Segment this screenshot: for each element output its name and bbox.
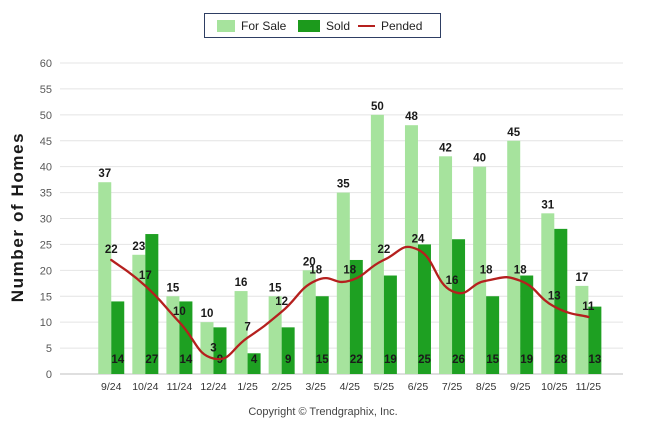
svg-text:3/25: 3/25 [306, 381, 327, 393]
svg-text:2/25: 2/25 [271, 381, 292, 393]
svg-text:26: 26 [452, 354, 465, 366]
svg-text:13: 13 [588, 354, 601, 366]
svg-text:19: 19 [520, 354, 533, 366]
svg-text:10/25: 10/25 [541, 381, 567, 393]
svg-text:4: 4 [251, 354, 258, 366]
svg-text:31: 31 [541, 199, 554, 211]
svg-text:6/25: 6/25 [408, 381, 429, 393]
svg-text:25: 25 [418, 354, 431, 366]
svg-text:11/25: 11/25 [576, 381, 602, 393]
svg-text:37: 37 [98, 168, 111, 180]
svg-text:7/25: 7/25 [442, 381, 463, 393]
svg-text:10/24: 10/24 [132, 381, 158, 393]
svg-text:10: 10 [201, 308, 214, 320]
svg-text:18: 18 [514, 265, 527, 277]
svg-text:48: 48 [405, 111, 418, 123]
svg-text:16: 16 [235, 277, 248, 289]
svg-text:5/25: 5/25 [374, 381, 395, 393]
svg-text:10: 10 [40, 317, 52, 329]
svg-text:28: 28 [554, 354, 567, 366]
svg-text:42: 42 [439, 142, 452, 154]
svg-text:9/24: 9/24 [101, 381, 122, 393]
svg-text:18: 18 [480, 265, 493, 277]
svg-text:17: 17 [139, 270, 152, 282]
svg-text:35: 35 [40, 188, 52, 200]
svg-text:19: 19 [384, 354, 397, 366]
svg-text:50: 50 [40, 110, 52, 122]
svg-text:15: 15 [316, 354, 329, 366]
svg-text:15: 15 [167, 282, 180, 294]
svg-text:25: 25 [40, 239, 52, 251]
svg-text:12: 12 [275, 296, 288, 308]
svg-text:60: 60 [40, 58, 52, 70]
svg-text:45: 45 [507, 127, 520, 139]
svg-text:15: 15 [486, 354, 499, 366]
svg-text:13: 13 [548, 291, 561, 303]
svg-text:4/25: 4/25 [340, 381, 361, 393]
svg-text:11/24: 11/24 [167, 381, 193, 393]
svg-text:24: 24 [412, 234, 425, 246]
svg-text:17: 17 [575, 272, 588, 284]
svg-text:18: 18 [343, 265, 356, 277]
svg-text:40: 40 [473, 153, 486, 165]
svg-text:3: 3 [210, 342, 216, 354]
svg-text:55: 55 [40, 84, 52, 96]
svg-text:22: 22 [377, 244, 390, 256]
svg-text:9: 9 [285, 354, 291, 366]
svg-text:10: 10 [173, 306, 186, 318]
svg-text:16: 16 [446, 275, 459, 287]
svg-text:0: 0 [46, 369, 52, 381]
svg-text:5: 5 [46, 343, 52, 355]
svg-text:8/25: 8/25 [476, 381, 497, 393]
svg-text:18: 18 [309, 265, 322, 277]
svg-text:40: 40 [40, 162, 52, 174]
svg-text:50: 50 [371, 101, 384, 113]
svg-text:35: 35 [337, 179, 350, 191]
svg-text:14: 14 [180, 354, 193, 366]
svg-text:23: 23 [132, 241, 145, 253]
svg-text:12/24: 12/24 [200, 381, 226, 393]
svg-text:20: 20 [40, 265, 52, 277]
svg-text:45: 45 [40, 136, 52, 148]
svg-text:9/25: 9/25 [510, 381, 531, 393]
svg-text:27: 27 [145, 354, 158, 366]
svg-text:22: 22 [105, 244, 118, 256]
svg-text:22: 22 [350, 354, 363, 366]
svg-text:30: 30 [40, 214, 52, 226]
svg-text:15: 15 [269, 282, 282, 294]
svg-text:15: 15 [40, 291, 52, 303]
svg-text:1/25: 1/25 [237, 381, 258, 393]
svg-text:14: 14 [111, 354, 124, 366]
svg-text:11: 11 [582, 301, 595, 313]
svg-text:7: 7 [244, 322, 250, 334]
